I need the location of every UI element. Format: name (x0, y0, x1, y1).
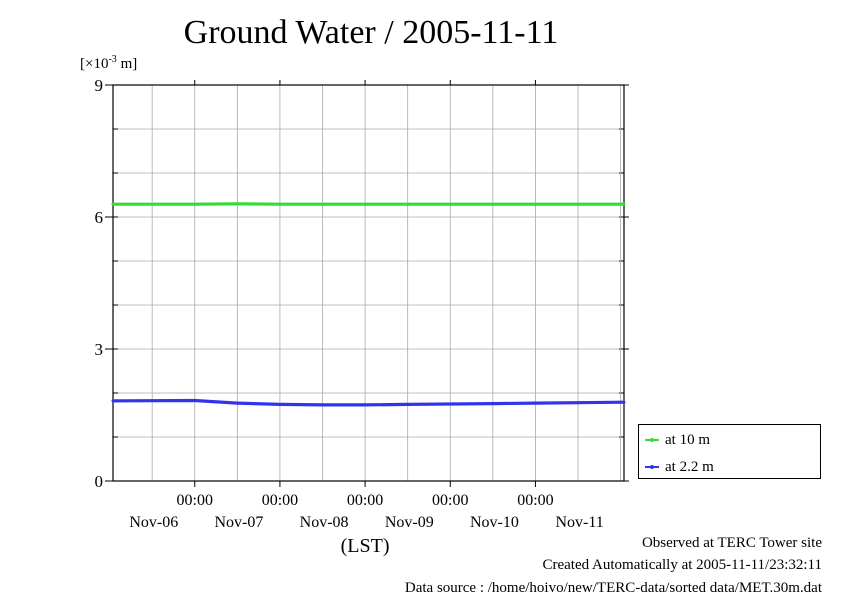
footer-source: Data source : /home/hoivo/new/TERC-data/… (405, 580, 822, 597)
data-point (449, 203, 452, 206)
data-point (491, 402, 494, 405)
legend-label: at 10 m (665, 432, 710, 449)
data-point (406, 203, 409, 206)
data-point (623, 401, 626, 404)
data-point (491, 203, 494, 206)
data-point (534, 203, 537, 206)
data-point (534, 402, 537, 405)
data-point (364, 403, 367, 406)
legend-item-10m: at 10 m (645, 430, 710, 450)
legend-item-2-2m: at 2.2 m (645, 457, 714, 477)
x-axis-label: (LST) (341, 535, 390, 557)
x-tick-date-label: Nov-07 (214, 514, 263, 531)
x-tick-date-label: Nov-10 (470, 514, 519, 531)
plot-frame (113, 85, 624, 481)
data-point (321, 203, 324, 206)
y-tick-label: 3 (95, 340, 104, 359)
x-tick-date-label: Nov-06 (129, 514, 178, 531)
x-tick-date-label: Nov-08 (300, 514, 349, 531)
x-tick-time-label: 00:00 (432, 492, 468, 509)
legend-swatch-green (645, 439, 659, 441)
x-tick-time-label: 00:00 (177, 492, 213, 509)
data-point (112, 399, 115, 402)
data-point (406, 403, 409, 406)
data-point (449, 403, 452, 406)
data-point (577, 203, 580, 206)
footer-created: Created Automatically at 2005-11-11/23:3… (542, 557, 822, 574)
x-tick-time-label: 00:00 (347, 492, 383, 509)
y-tick-label: 9 (95, 76, 104, 95)
legend: at 10 m at 2.2 m (638, 424, 821, 479)
data-point (623, 203, 626, 206)
x-tick-date-label: Nov-11 (555, 514, 603, 531)
legend-label: at 2.2 m (665, 459, 714, 476)
y-tick-label: 0 (95, 472, 104, 491)
data-point (321, 403, 324, 406)
x-tick-time-label: 00:00 (262, 492, 298, 509)
data-point (193, 399, 196, 402)
data-point (193, 203, 196, 206)
data-point (236, 202, 239, 205)
series-line-2-2m (113, 401, 624, 405)
data-point (278, 203, 281, 206)
footer-observed: Observed at TERC Tower site (642, 535, 822, 552)
y-tick-label: 6 (95, 208, 104, 227)
legend-swatch-blue (645, 466, 659, 468)
x-tick-date-label: Nov-09 (385, 514, 434, 531)
data-point (577, 401, 580, 404)
x-tick-time-label: 00:00 (517, 492, 553, 509)
data-point (278, 403, 281, 406)
data-point (364, 203, 367, 206)
data-point (236, 402, 239, 405)
data-point (112, 203, 115, 206)
